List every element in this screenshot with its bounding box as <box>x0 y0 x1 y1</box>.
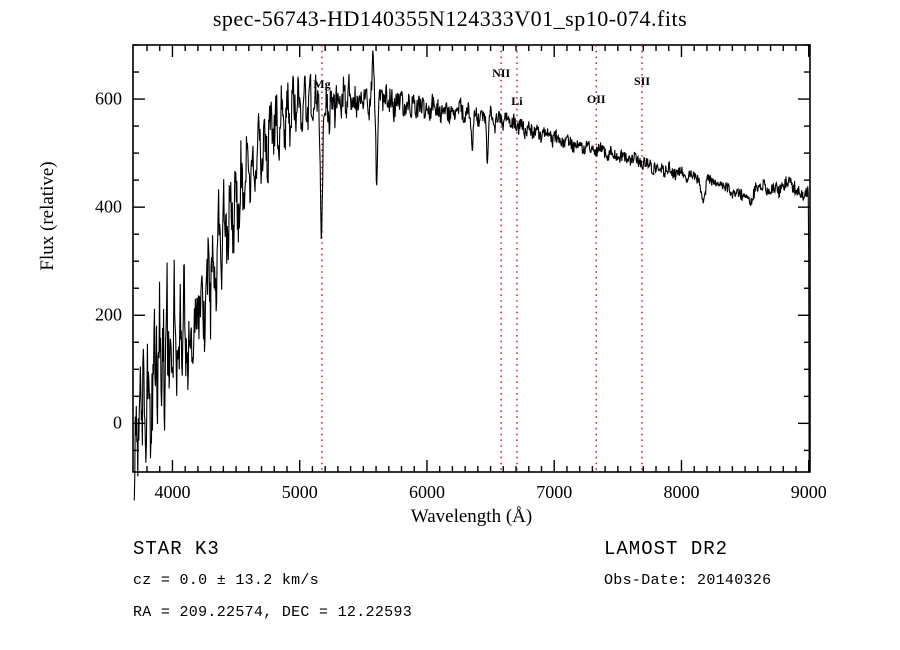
x-tick-label: 7000 <box>536 482 573 502</box>
x-tick-label: 6000 <box>408 482 445 502</box>
spectral-line-label: SII <box>634 74 651 88</box>
axis-ticks <box>133 44 810 472</box>
survey-name: LAMOST DR2 <box>604 538 729 560</box>
spectrum-trace <box>133 50 810 501</box>
spectral-line-label: OII <box>586 92 606 106</box>
object-type-class: STAR K3 <box>133 538 220 560</box>
y-tick-label: 200 <box>95 304 122 325</box>
y-tick-label: 0 <box>113 412 122 433</box>
spectral-line-label: Li <box>511 94 523 108</box>
x-tick-label: 9000 <box>790 482 827 502</box>
spectral-line-label: Mg <box>313 77 331 91</box>
x-axis-label: Wavelength (Å) <box>410 506 533 527</box>
y-tick-label: 600 <box>95 88 122 109</box>
page-title: spec-56743-HD140355N124333V01_sp10-074.f… <box>212 6 688 31</box>
spectral-line-label: NII <box>492 66 511 80</box>
axis-frame <box>132 44 811 473</box>
y-axis-label: Flux (relative) <box>37 161 58 271</box>
x-tick-label: 8000 <box>663 482 700 502</box>
redshift-velocity: cz = 0.0 ± 13.2 km/s <box>133 572 320 589</box>
coordinates: RA = 209.22574, DEC = 12.22593 <box>133 604 413 621</box>
x-tick-label: 4000 <box>154 482 191 502</box>
y-tick-label: 400 <box>95 196 122 217</box>
observation-date: Obs-Date: 20140326 <box>604 572 772 589</box>
x-tick-label: 5000 <box>281 482 318 502</box>
